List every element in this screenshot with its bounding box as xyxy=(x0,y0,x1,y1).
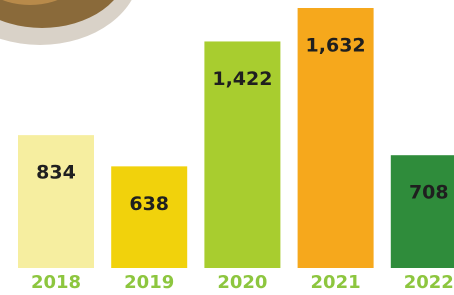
x-tick-label: 2020 xyxy=(217,272,267,293)
page: 834201863820191,42220201,63220217082022 … xyxy=(0,0,454,295)
x-tick-label: 2018 xyxy=(31,272,81,293)
x-tick-label: 2021 xyxy=(311,272,361,293)
x-tick-label: 2022 xyxy=(404,272,454,293)
value-label: 708 xyxy=(409,182,449,204)
chart: 834 2018 638 2019 1,422 2020 1,632 2021 708 2022 xyxy=(0,0,454,295)
value-label: 834 xyxy=(36,162,76,184)
value-label: 638 xyxy=(129,193,169,215)
bar xyxy=(391,155,454,268)
value-label: 1,632 xyxy=(306,35,366,57)
decorative-photo xyxy=(0,0,140,45)
bar xyxy=(111,166,187,268)
x-tick-label: 2019 xyxy=(124,272,174,293)
value-label: 1,422 xyxy=(212,68,272,90)
bar xyxy=(18,135,94,268)
